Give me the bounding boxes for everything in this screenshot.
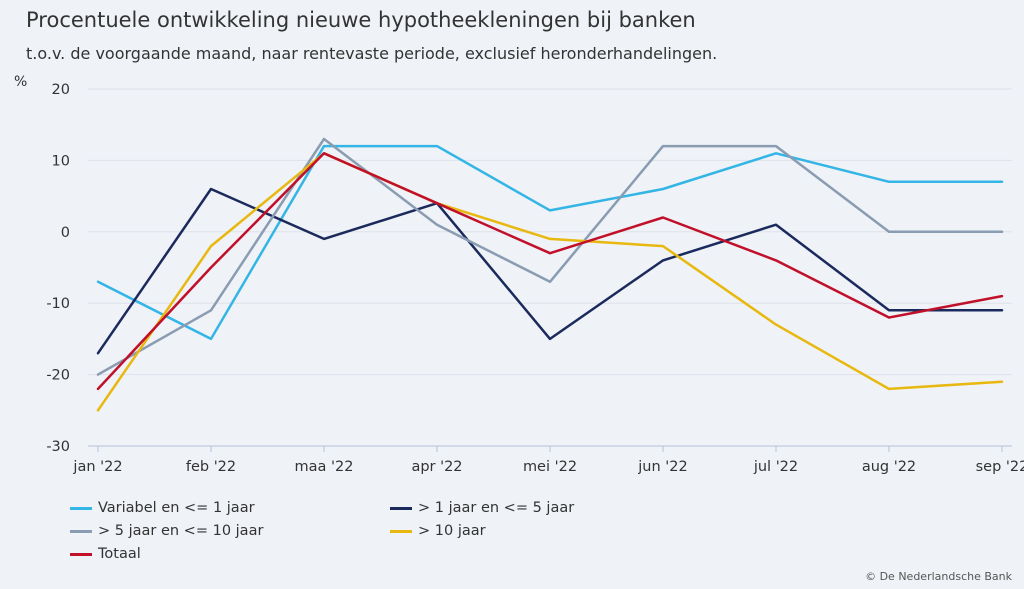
axes: -30 -20 -10 0 10 20 jan '22 feb '22 maa '22 apr '… — [46, 82, 1024, 475]
x-tick-label: maa '22 — [295, 459, 354, 475]
series-lines — [96, 137, 1004, 412]
y-tick-label: -10 — [46, 296, 70, 312]
x-tick-label: aug '22 — [862, 459, 916, 475]
legend-label: Totaal — [98, 546, 141, 562]
x-tick-label: feb '22 — [186, 459, 236, 475]
legend-swatch — [70, 552, 92, 556]
legend-item[interactable]: > 10 jaar — [390, 521, 486, 541]
chart-subtitle: t.o.v. de voorgaande maand, naar renteva… — [26, 44, 718, 63]
y-tick-label: -20 — [46, 368, 70, 384]
legend-swatch — [390, 529, 412, 533]
series-line — [96, 144, 1004, 341]
x-tick-label: apr '22 — [411, 459, 462, 475]
x-tick-label: jul '22 — [753, 459, 798, 475]
series-line — [96, 137, 1004, 376]
series-line — [96, 152, 1004, 412]
chart-title: Procentuele ontwikkeling nieuwe hypothee… — [26, 8, 696, 32]
legend-label: > 5 jaar en <= 10 jaar — [98, 523, 264, 539]
copyright-notice: © De Nederlandsche Bank — [865, 570, 1012, 583]
legend-label: Variabel en <= 1 jaar — [98, 500, 255, 516]
x-tick-label: mei '22 — [523, 459, 577, 475]
x-tick-label: sep '22 — [976, 459, 1024, 475]
y-tick-label: 10 — [52, 153, 70, 169]
y-tick-label: 20 — [52, 82, 70, 98]
legend: Variabel en <= 1 jaar > 1 jaar en <= 5 ja… — [70, 498, 710, 570]
grid-lines — [88, 88, 1012, 376]
legend-swatch — [70, 506, 92, 510]
legend-item[interactable]: > 5 jaar en <= 10 jaar — [70, 521, 263, 541]
y-tick-label: 0 — [61, 225, 70, 241]
series-line — [96, 187, 1004, 355]
legend-item[interactable]: Variabel en <= 1 jaar — [70, 498, 255, 518]
legend-label: > 10 jaar — [418, 523, 486, 539]
legend-item[interactable]: Totaal — [70, 544, 141, 564]
legend-label: > 1 jaar en <= 5 jaar — [418, 500, 575, 516]
y-tick-label: -30 — [46, 439, 70, 455]
legend-item[interactable]: > 1 jaar en <= 5 jaar — [390, 498, 574, 518]
x-tick-label: jun '22 — [637, 459, 687, 475]
series-line — [96, 152, 1004, 391]
legend-swatch — [70, 529, 92, 533]
y-unit-label: % — [14, 74, 28, 90]
x-tick-label: jan '22 — [72, 459, 122, 475]
legend-swatch — [390, 506, 412, 510]
